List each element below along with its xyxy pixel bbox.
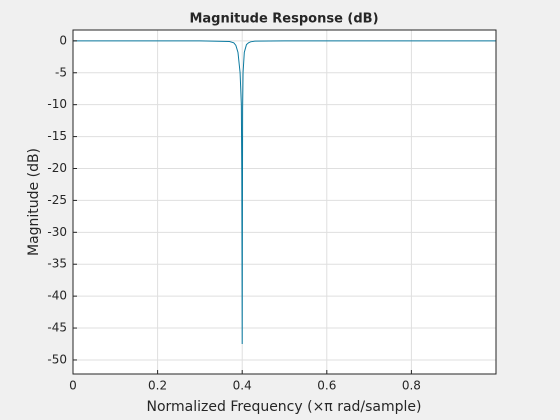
y-tick-label: -5 [55,65,67,79]
y-tick-label: -25 [47,193,67,207]
y-tick-label: 0 [59,33,67,47]
x-tick-label: 0.8 [402,379,421,393]
response-line [73,40,496,345]
x-tick-label: 0.4 [233,379,252,393]
y-tick-label: -45 [47,321,67,335]
axes-box [72,29,497,375]
x-tick-label: 0 [69,379,77,393]
y-tick-label: -30 [47,225,67,239]
chart-title: Magnitude Response (dB) [189,12,378,27]
y-tick-label: -50 [47,352,67,366]
axes-background [73,30,496,374]
y-tick-label: -10 [47,97,67,111]
y-tick-label: -15 [47,129,67,143]
x-tick-label: 0.2 [148,379,167,393]
x-axis-label: Normalized Frequency (×π rad/sample) [147,399,422,415]
y-tick-label: -20 [47,161,67,175]
y-axis-label: Magnitude (dB) [26,148,42,256]
x-tick-label: 0.6 [317,379,336,393]
y-tick-label: -40 [47,289,67,303]
y-tick-label: -35 [47,257,67,271]
